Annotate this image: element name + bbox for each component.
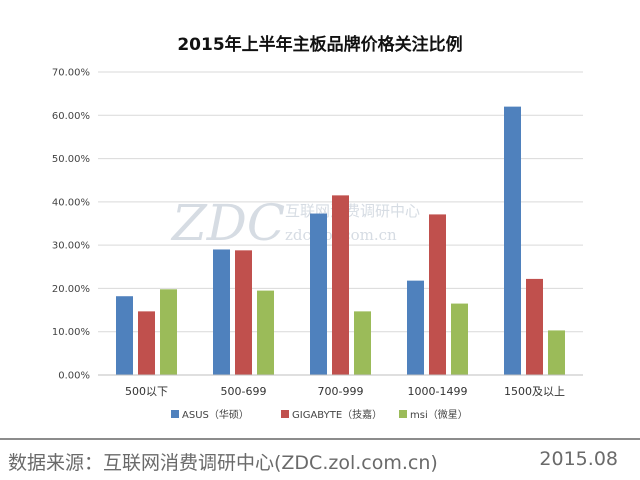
footer-date: 2015.08: [539, 448, 618, 470]
bar: [138, 311, 155, 375]
x-category-label: 700-999: [318, 385, 364, 398]
bar: [332, 195, 349, 375]
bar: [451, 303, 468, 375]
bars: [116, 106, 565, 375]
bar: [160, 289, 177, 375]
chart-title: 2015年上半年主板品牌价格关注比例: [177, 34, 462, 55]
x-category-label: 1000-1499: [408, 385, 468, 398]
y-tick-label: 10.00%: [52, 327, 90, 338]
x-category-label: 500-699: [221, 385, 267, 398]
watermark-logo: ZDC: [170, 194, 285, 252]
legend-label: ASUS（华硕）: [182, 408, 249, 421]
bar: [257, 290, 274, 375]
bar: [407, 280, 424, 375]
x-category-label: 1500及以上: [504, 385, 565, 398]
y-tick-label: 0.00%: [58, 371, 90, 382]
watermark-name: 互联网消费调研中心: [285, 202, 420, 220]
bar: [235, 250, 252, 375]
bar: [213, 249, 230, 375]
legend-label: GIGABYTE（技嘉）: [292, 408, 382, 421]
bar: [548, 330, 565, 375]
legend-swatch: [399, 410, 407, 418]
y-tick-label: 70.00%: [52, 68, 90, 79]
legend-swatch: [281, 410, 289, 418]
bar: [526, 278, 543, 375]
y-tick-label: 20.00%: [52, 284, 90, 295]
y-tick-label: 60.00%: [52, 111, 90, 122]
bar: [429, 214, 446, 375]
footer-source: 数据来源：互联网消费调研中心(ZDC.zol.com.cn): [8, 452, 438, 474]
watermark: ZDC 互联网消费调研中心 zdc.zol.com.cn: [170, 194, 420, 252]
legend-swatch: [171, 410, 179, 418]
footer: 数据来源：互联网消费调研中心(ZDC.zol.com.cn) 2015.08: [0, 438, 640, 480]
y-tick-label: 40.00%: [52, 197, 90, 208]
y-tick-label: 30.00%: [52, 241, 90, 252]
legend: ASUS（华硕） GIGABYTE（技嘉） msi（微星）: [171, 408, 468, 421]
x-category-label: 500以下: [125, 385, 168, 398]
bar: [354, 311, 371, 375]
bar: [504, 106, 521, 375]
legend-label: msi（微星）: [410, 408, 468, 421]
y-tick-label: 50.00%: [52, 154, 90, 165]
x-axis-categories: 500以下 500-699 700-999 1000-1499 1500及以上: [125, 385, 565, 398]
bar: [310, 213, 327, 375]
y-axis-ticks: 0.00% 10.00% 20.00% 30.00% 40.00% 50.00% 60.00…: [52, 68, 90, 382]
bar: [116, 296, 133, 375]
